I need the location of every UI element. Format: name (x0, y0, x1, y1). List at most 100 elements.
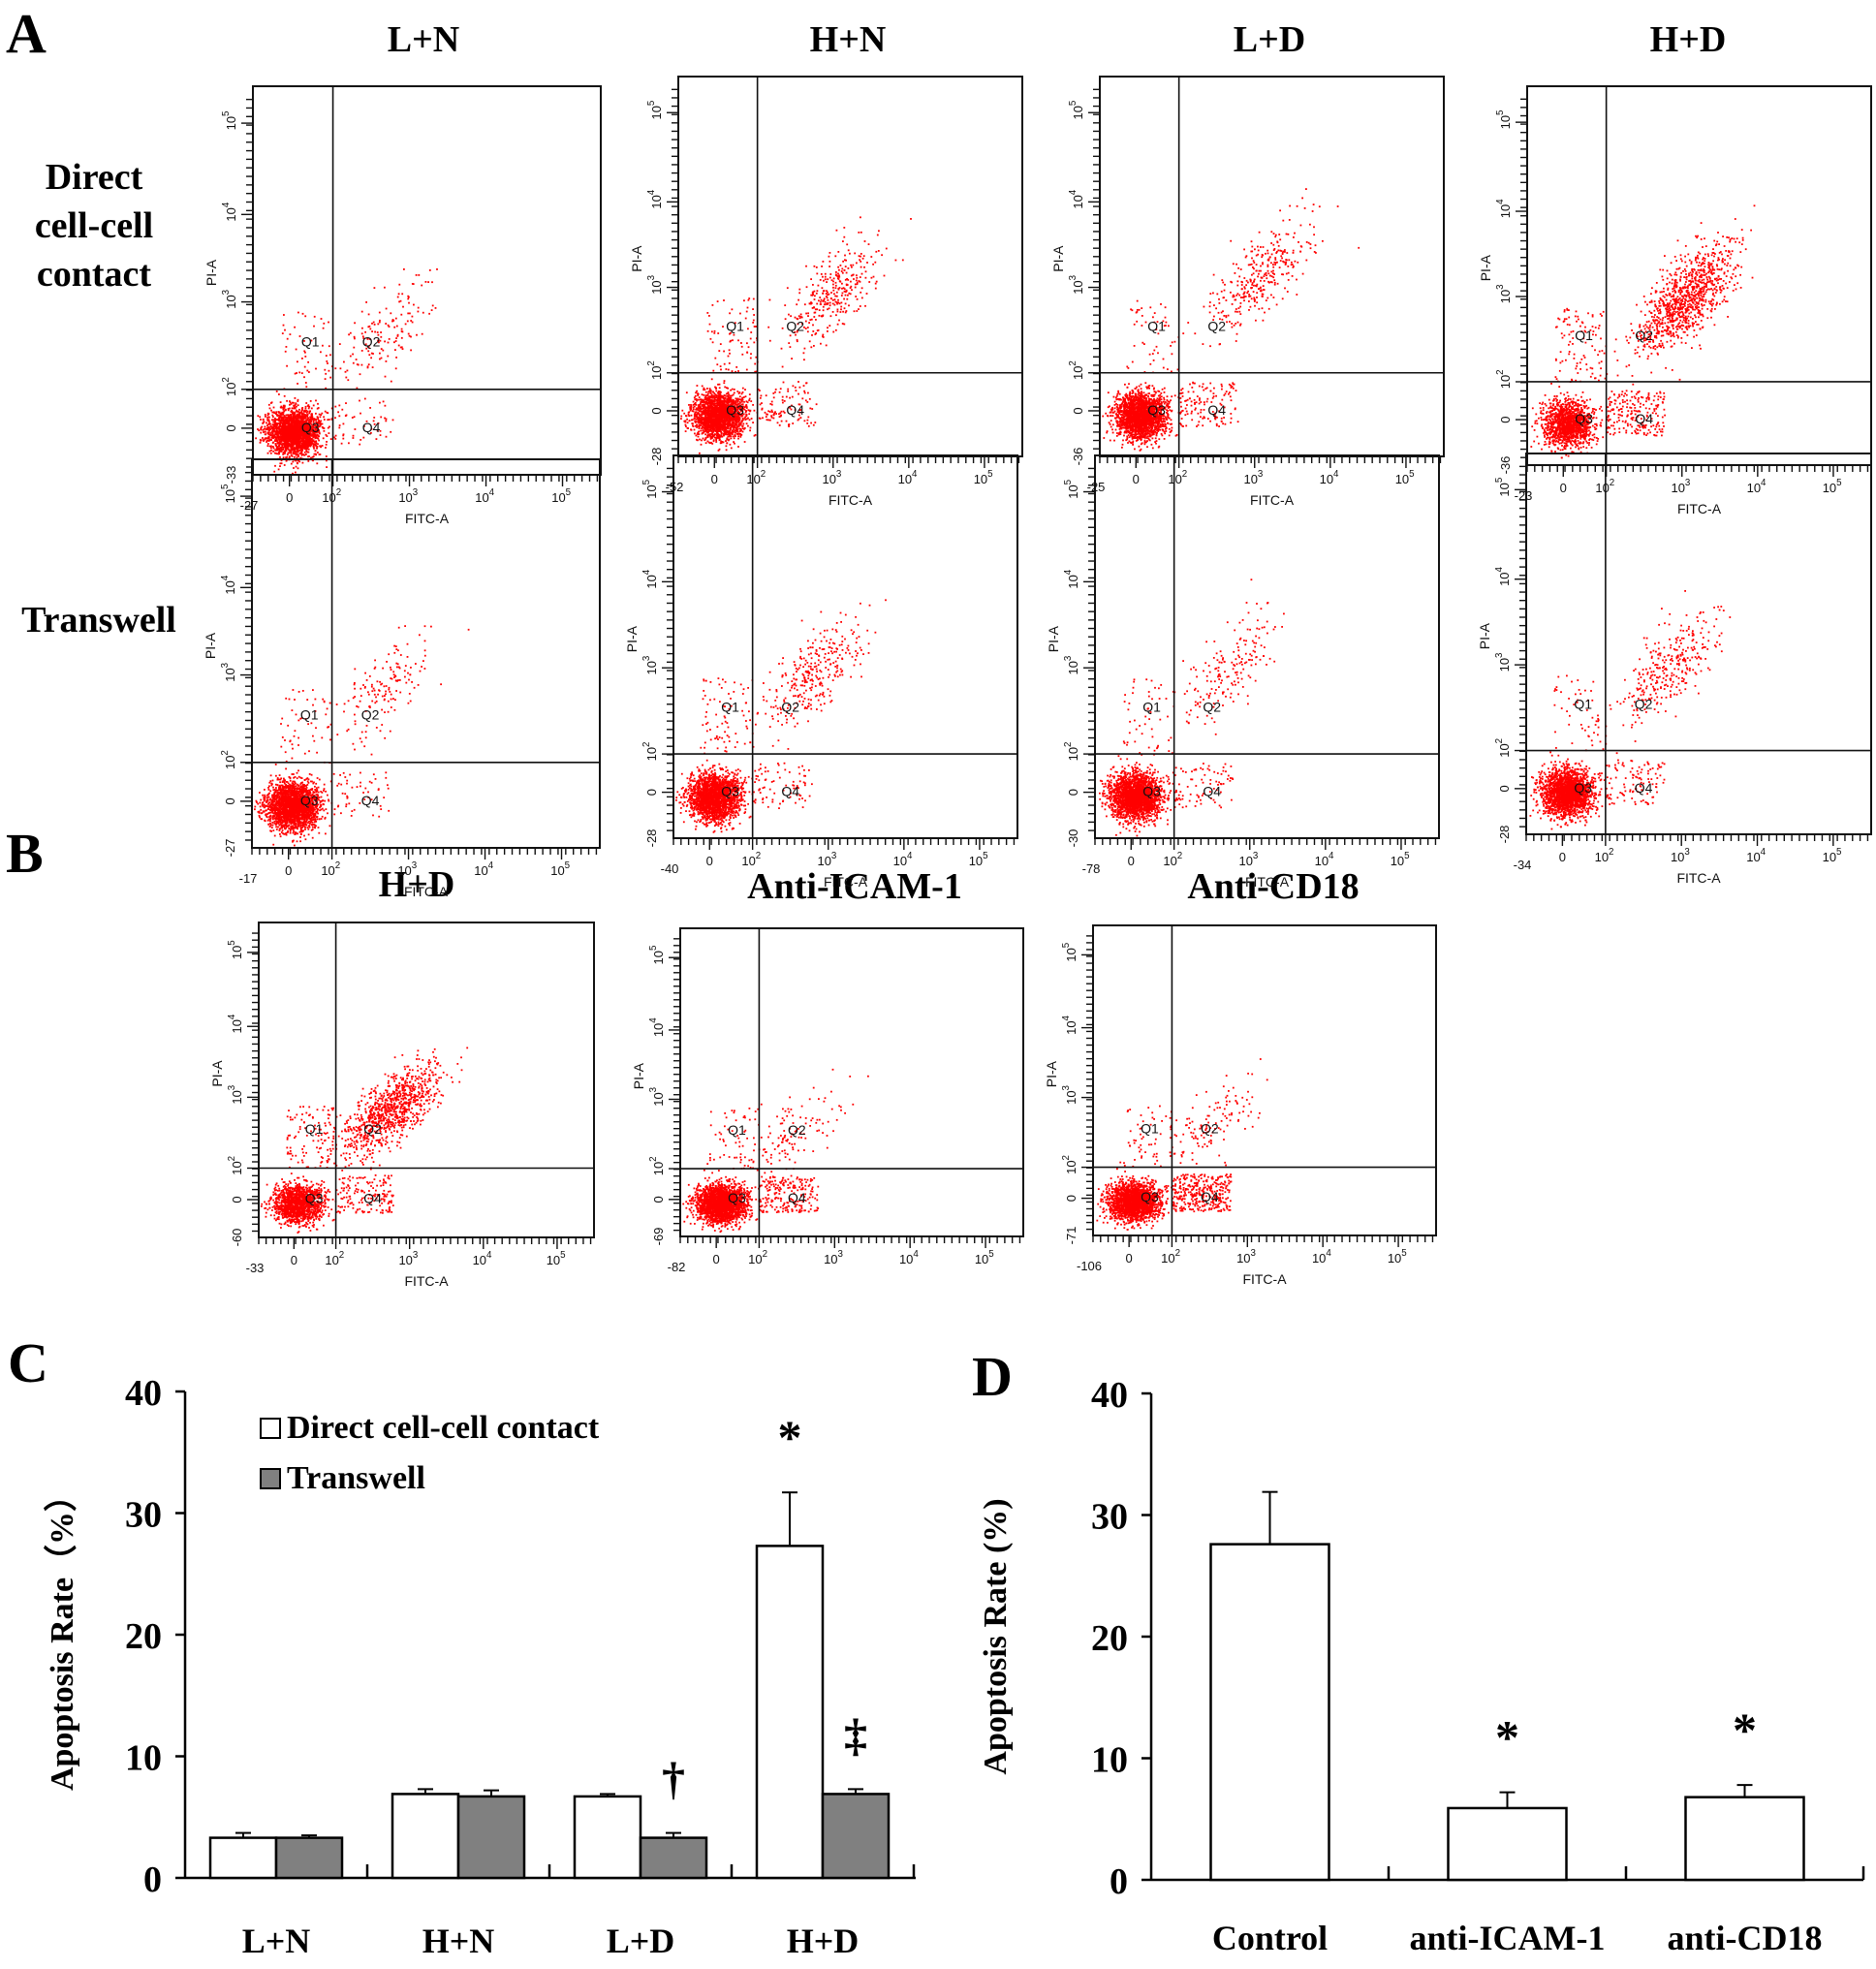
dot-q3 (705, 398, 708, 401)
dot-q3 (709, 392, 712, 394)
dot-q3 (302, 453, 305, 456)
dot-q3 (304, 442, 307, 445)
dot-q3 (310, 407, 313, 410)
dot-q3 (722, 410, 725, 412)
dot-q3 (267, 436, 270, 438)
dot-q3 (289, 403, 291, 406)
dot-q3 (747, 409, 750, 412)
dot-q3 (292, 451, 295, 453)
dot-q3 (278, 429, 281, 432)
dot-q3 (296, 418, 298, 420)
dot-q3 (694, 415, 697, 418)
dot-q3 (312, 439, 315, 442)
dot-q1 (730, 331, 732, 334)
dot-q3 (266, 439, 268, 442)
dot-q3 (313, 447, 315, 450)
dot-q1 (295, 348, 297, 351)
dot-q3 (716, 402, 718, 405)
dot-q3 (321, 426, 324, 428)
dot-q3 (303, 442, 306, 445)
dot-q3 (708, 423, 711, 426)
dot-q2 (398, 283, 401, 286)
dot-q3 (314, 423, 317, 426)
x-axis-label: FITC-A (405, 511, 450, 526)
dot-q3 (314, 450, 317, 453)
dot-q3 (278, 416, 281, 419)
dot-q1 (329, 354, 331, 357)
dot-q3 (277, 436, 280, 439)
dot-q3 (313, 429, 316, 432)
dot-q2 (390, 312, 392, 315)
dot-q3 (728, 413, 730, 416)
dot-q3 (741, 427, 744, 429)
dot-q3 (722, 404, 725, 407)
dot-q4 (770, 403, 773, 406)
dot-q3 (311, 419, 313, 421)
column-title-anti-cd18: Anti-CD18 (1187, 868, 1359, 905)
dot-q3 (717, 391, 720, 392)
dot-q2 (393, 326, 396, 328)
dot-q3 (731, 419, 733, 422)
dot-q3 (297, 398, 299, 401)
dot-q3 (700, 443, 703, 446)
dot-q3 (315, 422, 318, 424)
dot-q3 (290, 441, 293, 443)
dot-q3 (713, 399, 716, 401)
dot-q1 (717, 332, 720, 334)
dot-q3 (719, 413, 722, 416)
dot-q3 (300, 411, 303, 414)
dot-q3 (721, 435, 724, 438)
dot-q3 (704, 430, 706, 433)
dot-q3 (727, 410, 729, 412)
dot-q3 (687, 411, 690, 414)
column-title-anti-icam1: Anti-ICAM-1 (747, 868, 962, 905)
dot-q3 (704, 428, 706, 430)
dot-q3 (317, 422, 319, 423)
dot-q4 (760, 394, 763, 397)
dot-q3 (711, 413, 714, 416)
dot-q3 (701, 425, 704, 428)
dot-q3 (717, 421, 720, 423)
dot-q3 (304, 414, 307, 417)
dot-q3 (266, 412, 269, 415)
dot-q3 (703, 387, 705, 390)
dot-q4 (775, 413, 777, 415)
dot-q3 (749, 409, 752, 412)
dot-q2 (407, 297, 410, 300)
dot-q3 (284, 441, 287, 443)
dot-q4 (766, 419, 768, 422)
dot-q3 (260, 427, 263, 430)
dot-q4 (782, 401, 784, 404)
dot-q3 (280, 435, 282, 438)
dot-q3 (685, 391, 688, 394)
dot-q3 (310, 432, 312, 435)
dot-q3 (294, 422, 297, 424)
dot-q3 (714, 405, 717, 407)
dot-q4 (791, 395, 794, 398)
dot-q3 (290, 411, 293, 413)
dot-q3 (295, 471, 297, 474)
dot-q3 (734, 410, 735, 413)
dot-q3 (285, 436, 288, 438)
dot-q3 (718, 413, 721, 416)
dot-q3 (303, 422, 306, 424)
row-label-line: Direct (35, 153, 153, 202)
dot-q3 (276, 441, 279, 443)
dot-q3 (711, 432, 714, 435)
dot-q3 (303, 445, 306, 447)
dot-q2 (354, 337, 356, 340)
dot-q3 (744, 419, 747, 421)
dot-q3 (268, 433, 271, 436)
dot-q3 (745, 414, 748, 416)
dot-q3 (306, 444, 308, 447)
dot-q3 (700, 408, 703, 411)
dot-q3 (724, 386, 727, 389)
dot-q4 (770, 400, 773, 403)
dot-q3 (317, 452, 319, 453)
dot-q3 (733, 441, 735, 443)
dot-q2 (374, 330, 376, 333)
dot-q1 (282, 324, 285, 327)
dot-q3 (281, 436, 284, 439)
column-title-ld: L+D (1234, 21, 1305, 58)
dot-q3 (690, 414, 693, 417)
